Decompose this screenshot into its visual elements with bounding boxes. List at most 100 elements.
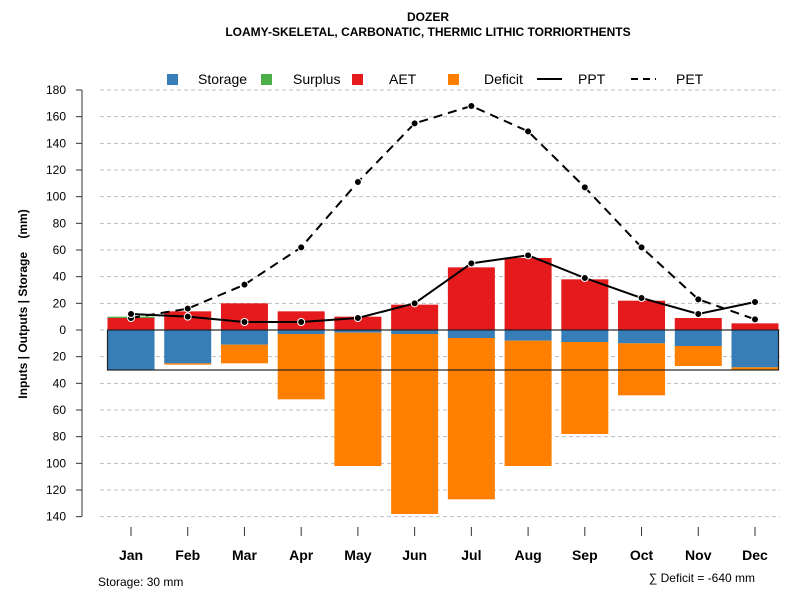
storage-capacity-outline [106,329,780,371]
bar-storage [731,330,779,368]
pet-point [524,127,533,136]
pet-point [353,178,362,186]
bar-aet [107,318,155,330]
bar-aet [618,300,666,330]
ppt-line [130,254,756,323]
lines [127,102,759,326]
y-tick-label: 100 [46,456,66,470]
x-tick-label: Jan [119,547,143,563]
pet-point [580,183,589,192]
x-tick-label: Mar [232,547,257,563]
legend-label-deficit: Deficit [484,71,523,87]
ppt-point [297,318,306,326]
deficit-sum-annotation: ∑ Deficit = -640 mm [649,571,755,585]
bar-aet [504,258,552,330]
x-tick-label: Nov [685,547,712,563]
bar-storage [447,330,495,338]
x-tick-label: Jun [402,547,427,563]
bar-storage [220,330,268,345]
bar-aet [334,316,382,330]
y-tick-label: 60 [53,403,67,417]
x-tick-label: Jul [461,547,481,563]
bar-deficit [561,342,609,434]
y-tick-label: 140 [46,510,66,524]
bar-aet [391,304,439,330]
ppt-point [580,274,589,282]
bar-storage [107,330,155,370]
bars [107,258,779,514]
x-tick-label: May [344,547,371,563]
x-tick-label: Apr [289,547,314,563]
x-tick-label: Dec [742,547,768,563]
bar-deficit [277,334,325,400]
legend-swatch-storage [167,74,178,85]
y-tick-label: 140 [46,136,66,150]
bar-storage [504,330,552,341]
y-tick-label: 60 [53,243,67,257]
bar-deficit [731,367,779,370]
bar-aet [731,323,779,330]
ppt-point [467,259,476,268]
ppt-point [694,310,703,318]
y-tick-label: 180 [46,83,66,97]
y-tick-label: 80 [53,430,67,444]
bar-deficit [674,346,722,366]
bar-storage [391,330,439,334]
ppt-point [637,294,646,302]
ppt-point [240,318,249,326]
y-tick-label: 120 [46,483,66,497]
x-tick-label: Aug [514,547,541,563]
bar-storage [561,330,609,342]
legend-label-storage: Storage [198,71,247,87]
bar-storage [277,330,325,334]
chart-subtitle: LOAMY-SKELETAL, CARBONATIC, THERMIC LITH… [225,25,630,39]
bar-storage [618,330,666,344]
bar-aet [561,279,609,330]
legend-label-pet: PET [676,71,704,87]
y-axis-label: Inputs | Outputs | Storage (mm) [16,209,30,398]
pet-line [130,104,756,321]
y-tick-label: 20 [53,296,67,310]
ppt-point [183,312,192,321]
bar-deficit [391,334,439,514]
legend-swatch-surplus [261,74,272,85]
x-tick-label: Oct [630,547,654,563]
y-tick-label: 20 [53,350,67,364]
pet-point [297,243,306,252]
pet-point [240,280,249,289]
storage-capacity-box [106,329,780,371]
bar-deficit [504,340,552,466]
axes: 180 160 140 120 100 80 60 40 20 0 20 40 60 80 100 120 14… [46,83,768,563]
y-tick-label: 0 [59,323,66,337]
x-tick-label: Sep [572,547,598,563]
bar-deficit [618,343,666,396]
ppt-point [410,299,419,308]
pet-point [183,304,192,313]
bar-storage [334,330,382,333]
legend: Storage Surplus AET Deficit PPT PET [167,71,704,87]
pet-point [637,243,646,252]
legend-label-aet: AET [389,71,417,87]
y-tick-label: 40 [53,376,67,390]
bar-storage [164,330,212,364]
y-tick-label: 40 [53,270,67,284]
y-tick-label: 80 [53,216,67,230]
bar-deficit [447,338,495,500]
bar-deficit [220,344,268,364]
pet-point [410,119,419,128]
y-tick-label: 100 [46,190,66,204]
storage-annotation: Storage: 30 mm [98,575,183,589]
pet-point [467,102,476,110]
legend-label-surplus: Surplus [293,71,340,87]
bar-aet [447,267,495,330]
bar-deficit [164,363,212,365]
bar-deficit [334,332,382,466]
x-tick-label: Feb [175,547,200,563]
legend-label-ppt: PPT [578,71,606,87]
bar-aet [674,318,722,330]
grid-lines [100,89,780,518]
ppt-point [353,314,362,322]
ppt-point [751,298,759,306]
bar-storage [674,330,722,346]
